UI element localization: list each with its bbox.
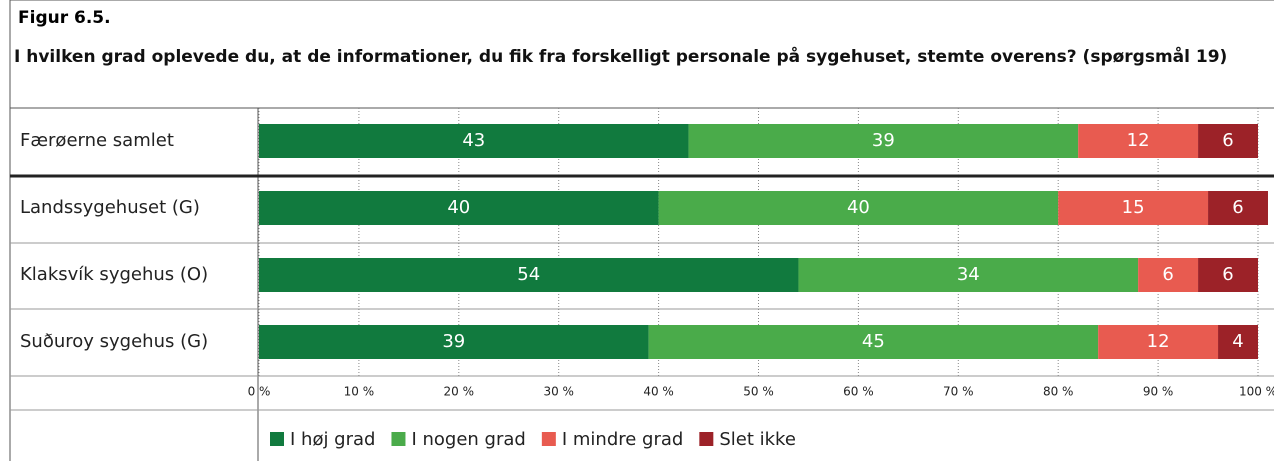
- bar-segment: [1138, 258, 1199, 292]
- bar-segment: [1218, 325, 1258, 359]
- bar-segment: [688, 124, 1079, 158]
- legend-swatch: [699, 432, 714, 446]
- bar-segment: [1198, 258, 1258, 292]
- chart-title: Figur 6.5.: [18, 8, 111, 28]
- data-label: 12: [1127, 130, 1150, 151]
- data-label: 45: [862, 331, 885, 352]
- data-label: 40: [447, 197, 470, 218]
- data-label: 39: [872, 130, 895, 151]
- data-label: 6: [1222, 264, 1233, 285]
- bar-segment: [259, 325, 649, 359]
- x-tick-label: 90 %: [1143, 385, 1174, 399]
- data-label: 4: [1232, 331, 1243, 352]
- data-label: 40: [847, 197, 870, 218]
- bar-segment: [648, 325, 1099, 359]
- data-label: 6: [1232, 197, 1243, 218]
- bar-segment: [1058, 191, 1209, 225]
- bar-segment: [259, 191, 659, 225]
- data-label: 15: [1122, 197, 1145, 218]
- x-tick-label: 20 %: [444, 385, 475, 399]
- legend-swatch: [391, 432, 406, 446]
- y-tick-label: Færøerne samlet: [20, 130, 174, 151]
- x-tick-label: 60 %: [843, 385, 874, 399]
- bar-segment: [259, 124, 689, 158]
- x-tick-label: 100 %: [1239, 385, 1274, 399]
- x-tick-label: 70 %: [943, 385, 974, 399]
- data-label: 39: [442, 331, 465, 352]
- y-tick-label: Suðuroy sygehus (G): [20, 331, 208, 352]
- bar-segment: [1198, 124, 1258, 158]
- bar-segment: [1208, 191, 1268, 225]
- data-label: 54: [517, 264, 540, 285]
- legend-label: I høj grad: [290, 429, 375, 450]
- bar-segment: [1098, 325, 1219, 359]
- chart-subtitle: I hvilken grad oplevede du, at de inform…: [14, 47, 1228, 67]
- bar-segment: [658, 191, 1059, 225]
- data-label: 6: [1162, 264, 1173, 285]
- bar-segment: [259, 258, 799, 292]
- legend-swatch: [541, 432, 556, 446]
- x-tick-label: 10 %: [344, 385, 375, 399]
- x-tick-label: 40 %: [643, 385, 674, 399]
- bar-segment: [798, 258, 1139, 292]
- x-tick-label: 50 %: [743, 385, 774, 399]
- data-label: 12: [1147, 331, 1170, 352]
- legend-swatch: [270, 432, 284, 446]
- x-tick-label: 80 %: [1043, 385, 1074, 399]
- y-tick-label: Landssygehuset (G): [20, 197, 200, 218]
- subtitle-box: I hvilken grad oplevede du, at de inform…: [14, 47, 1228, 67]
- legend-label: I mindre grad: [562, 429, 683, 450]
- frame: [9, 0, 1274, 461]
- x-tick-label: 30 %: [543, 385, 574, 399]
- y-tick-label: Klaksvík sygehus (O): [20, 264, 208, 285]
- bar-segment: [1078, 124, 1199, 158]
- data-label: 43: [462, 130, 485, 151]
- legend-label: Slet ikke: [719, 429, 796, 450]
- data-label: 6: [1222, 130, 1233, 151]
- data-label: 34: [957, 264, 980, 285]
- x-tick-label: 0 %: [248, 385, 271, 399]
- legend-label: I nogen grad: [411, 429, 525, 450]
